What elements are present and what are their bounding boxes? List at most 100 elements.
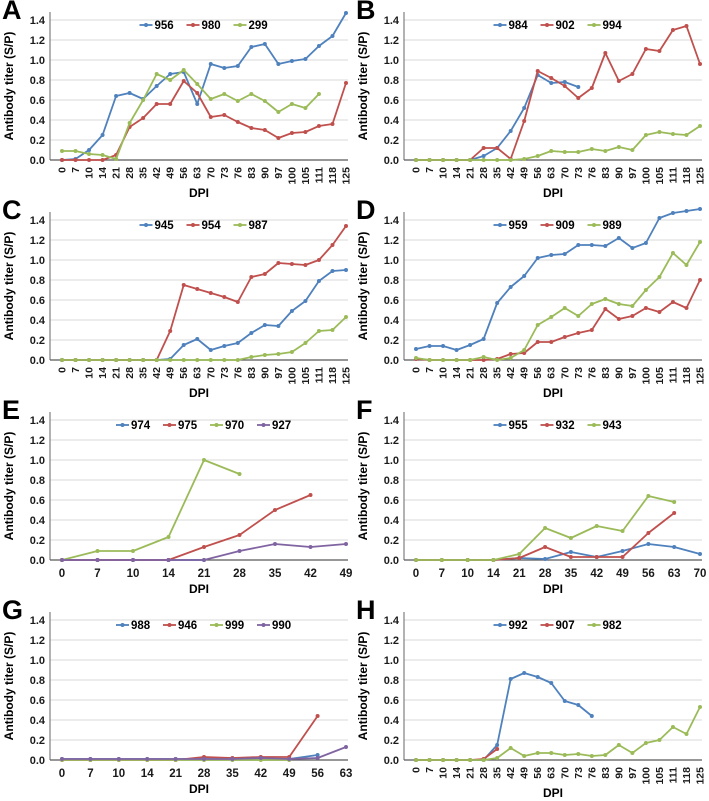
series-994-marker (414, 158, 418, 162)
y-tick-label: 0.0 (30, 555, 45, 567)
series-902-marker (643, 47, 648, 51)
series-959-marker (508, 285, 513, 289)
panel-A: A 0.0 0.2 0.4 0.6 0.8 1.0 1.2 1.4 0 7 10 14 21 28 35 42… (0, 0, 354, 200)
legend-item-907: 907 (540, 620, 575, 632)
series-959-marker (576, 243, 581, 247)
series-956-marker (154, 84, 159, 88)
series-909-marker (657, 310, 662, 314)
series-992-marker (589, 714, 594, 718)
series-299-marker (87, 152, 92, 156)
x-tick-label: 35 (492, 767, 504, 779)
series-959-marker (454, 348, 459, 352)
series-980-marker (344, 81, 348, 85)
x-tick-label: 63 (192, 167, 204, 179)
legend-item-902: 902 (540, 20, 575, 32)
x-tick-label: 28 (478, 767, 490, 779)
series-982-marker (454, 758, 459, 762)
legend-marker-icon (167, 423, 172, 427)
series-980-marker (289, 131, 294, 135)
series-982-marker (589, 754, 594, 758)
series-990-marker (287, 757, 292, 761)
legend-label: 994 (603, 20, 623, 32)
series-992-marker (535, 675, 540, 679)
x-tick-label: 83 (246, 367, 258, 379)
series-909-marker (508, 352, 513, 356)
series-932-marker (517, 556, 522, 560)
x-tick-label: 70 (205, 167, 217, 179)
series-987-marker (154, 358, 159, 362)
x-tick-label: 7 (87, 768, 93, 780)
legend-item-299: 299 (233, 20, 268, 32)
series-970-marker (131, 549, 135, 553)
x-tick-label: 0 (57, 367, 69, 373)
x-tick-label: 70 (559, 767, 571, 779)
series-902-marker (576, 96, 581, 100)
series-909-marker (643, 306, 648, 310)
legend-label: 956 (155, 20, 174, 32)
series-902-marker (698, 62, 702, 66)
series-982-marker (535, 751, 540, 755)
series-989-marker (616, 302, 621, 306)
series-987-marker (208, 358, 213, 362)
series-299-marker (181, 68, 186, 72)
x-tick-label: 35 (492, 167, 504, 179)
legend-label: 988 (131, 620, 151, 632)
series-909-marker (616, 317, 621, 321)
x-tick-label: 73 (573, 167, 585, 179)
y-tick-label: 0.2 (30, 735, 45, 747)
series-980-marker (235, 120, 240, 124)
series-982-marker (468, 758, 473, 762)
series-989-line (415, 241, 701, 361)
series-956-marker (249, 45, 254, 49)
series-992-marker (562, 699, 567, 703)
x-tick-label: 42 (505, 367, 517, 379)
legend-item-956: 956 (139, 20, 174, 32)
series-984-marker (481, 154, 486, 158)
x-tick-label: 111 (667, 367, 679, 384)
series-989-marker (603, 297, 608, 301)
series-299-marker (73, 149, 78, 153)
series-990-marker (60, 757, 64, 761)
series-956-marker (127, 91, 132, 95)
x-tick-label: 35 (492, 367, 504, 379)
x-tick-label: 10 (112, 768, 125, 780)
series-989-marker (684, 263, 689, 267)
series-980-marker (87, 158, 92, 162)
legend-label: 945 (155, 220, 175, 232)
legend-label: 989 (603, 220, 622, 232)
x-tick-label: 90 (259, 367, 271, 379)
y-tick-label: 1.0 (30, 655, 45, 667)
series-927 (60, 542, 348, 562)
series-975-marker (273, 508, 277, 512)
x-tick-label: 105 (654, 367, 666, 385)
series-959 (414, 207, 702, 352)
x-tick-label: 35 (565, 568, 578, 580)
series-927-marker (237, 549, 242, 553)
series-982-marker (576, 752, 581, 756)
series-955-marker (698, 552, 702, 556)
legend-marker-icon (191, 23, 195, 27)
y-tick-label: 0.2 (384, 335, 399, 347)
series-987-marker (316, 329, 321, 333)
series-909-marker (549, 340, 554, 344)
series-955-marker (543, 557, 548, 561)
series-990-marker (88, 757, 93, 761)
series-956-marker (195, 102, 200, 106)
x-tick-label: 21 (465, 367, 477, 379)
series-980-marker (249, 126, 254, 130)
series-994-marker (630, 148, 635, 152)
series-909-marker (522, 351, 527, 355)
x-tick-label: 56 (311, 768, 324, 780)
series-987-line (62, 316, 347, 361)
x-tick-label: 14 (451, 367, 463, 379)
series-982-line (416, 706, 701, 761)
series-987-marker (181, 358, 186, 362)
legend-marker-icon (545, 423, 549, 427)
series-987-marker (330, 328, 335, 332)
legend-label: 984 (509, 20, 529, 32)
y-tick-label: 0.0 (384, 555, 399, 567)
series-927-marker (344, 542, 348, 546)
series-943-marker (491, 558, 496, 562)
x-tick-label: 21 (465, 167, 477, 179)
series-902-marker (589, 86, 594, 90)
